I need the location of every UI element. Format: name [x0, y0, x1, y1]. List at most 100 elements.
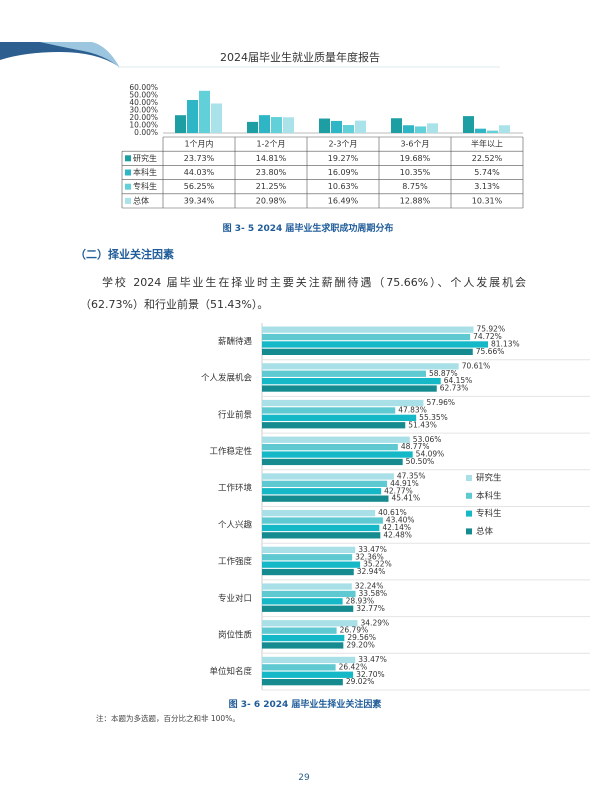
value-label: 53.06%	[413, 435, 442, 444]
bar	[262, 451, 413, 458]
y-tick-label: 工作环境	[218, 483, 253, 494]
legend-swatch	[125, 197, 131, 204]
y-tick-label: 30.00%	[129, 106, 158, 115]
table-cell: 39.34%	[184, 196, 215, 205]
bar	[262, 473, 394, 480]
table-cell: 3.13%	[474, 182, 500, 191]
bar	[262, 627, 337, 634]
y-tick-label: 40.00%	[129, 98, 158, 107]
bar	[262, 370, 426, 377]
bar	[262, 436, 410, 443]
legend-label: 总体	[133, 195, 149, 205]
legend-swatch	[125, 155, 131, 162]
legend-swatch	[125, 183, 131, 190]
value-label: 29.02%	[346, 677, 375, 686]
legend-label: 本科生	[476, 490, 502, 501]
bar	[391, 118, 402, 133]
page-number: 29	[298, 773, 310, 783]
bar	[499, 125, 510, 133]
bar	[259, 115, 270, 133]
bar	[262, 385, 437, 392]
y-tick-label: 单位知名度	[209, 666, 252, 677]
bar	[262, 414, 417, 421]
bar	[175, 115, 186, 133]
bar	[262, 510, 376, 517]
value-label: 57.96%	[426, 398, 455, 407]
bar	[262, 671, 354, 678]
bar	[283, 117, 294, 133]
value-label: 44.91%	[390, 479, 419, 488]
bar	[262, 378, 441, 385]
bar	[262, 598, 343, 605]
legend-swatch	[466, 492, 472, 499]
value-label: 75.92%	[476, 325, 505, 334]
bar	[262, 517, 383, 524]
x-tick-label: 2-3个月	[328, 140, 357, 149]
value-label: 34.29%	[361, 618, 390, 627]
legend-label: 本科生	[133, 167, 157, 177]
header-wave	[40, 42, 120, 68]
value-label: 47.83%	[398, 406, 427, 415]
value-label: 40.61%	[378, 508, 407, 517]
value-label: 47.35%	[397, 472, 426, 481]
table-cell: 16.09%	[328, 168, 359, 177]
value-label: 33.47%	[358, 545, 387, 554]
bar	[262, 480, 388, 487]
bar	[343, 125, 354, 133]
table-cell: 19.68%	[400, 154, 431, 163]
y-tick-label: 50.00%	[129, 91, 158, 100]
table-cell: 44.03%	[184, 168, 215, 177]
y-tick-label: 60.00%	[129, 83, 158, 92]
bar	[319, 118, 330, 133]
table-cell: 10.31%	[472, 196, 503, 205]
legend-swatch	[125, 169, 131, 176]
y-tick-label: 工作稳定性	[209, 446, 252, 457]
bar	[262, 642, 344, 649]
y-tick-label: 行业前景	[218, 409, 252, 420]
bar	[262, 568, 354, 576]
value-label: 42.48%	[383, 530, 412, 539]
bar	[262, 488, 382, 495]
legend-label: 专科生	[133, 181, 157, 191]
bar	[262, 664, 336, 671]
table-cell: 22.52%	[472, 154, 503, 163]
table-cell: 16.49%	[328, 196, 359, 205]
value-label: 32.36%	[355, 552, 384, 561]
bar	[262, 620, 358, 627]
y-tick-label: 个人发展机会	[201, 373, 253, 384]
legend-swatch	[466, 528, 472, 535]
bar	[355, 120, 366, 133]
bar	[403, 125, 414, 133]
figure-caption: 图 3- 5 2024 届毕业生求职成功周期分布	[222, 224, 394, 234]
value-label: 42.14%	[382, 523, 411, 532]
bar	[262, 363, 459, 370]
value-label: 42.77%	[384, 486, 413, 495]
y-tick-label: 工作强度	[218, 556, 253, 567]
y-tick-label: 薪酬待遇	[218, 336, 253, 347]
bar	[262, 524, 380, 532]
header-title: 2024届毕业生就业质量年度报告	[220, 51, 380, 64]
value-label: 48.77%	[401, 442, 430, 451]
table-cell: 19.27%	[328, 154, 359, 163]
footnote: 注：本题为多选题，百分比之和非 100%。	[96, 714, 240, 723]
bar	[262, 605, 354, 612]
value-label: 29.20%	[346, 641, 375, 650]
legend-swatch	[466, 475, 472, 481]
value-label: 62.73%	[440, 384, 469, 393]
bar	[262, 422, 406, 429]
y-tick-label: 20.00%	[129, 113, 158, 122]
bar	[262, 407, 396, 414]
table-cell: 56.25%	[184, 182, 215, 191]
table-cell: 23.73%	[184, 154, 215, 163]
bar	[262, 634, 345, 642]
bar	[211, 103, 222, 133]
value-label: 54.09%	[416, 450, 445, 459]
value-label: 64.15%	[444, 376, 473, 385]
bar	[262, 532, 381, 539]
bar	[199, 90, 210, 133]
bar	[262, 590, 356, 598]
bar	[262, 495, 389, 502]
value-label: 26.42%	[339, 662, 368, 671]
